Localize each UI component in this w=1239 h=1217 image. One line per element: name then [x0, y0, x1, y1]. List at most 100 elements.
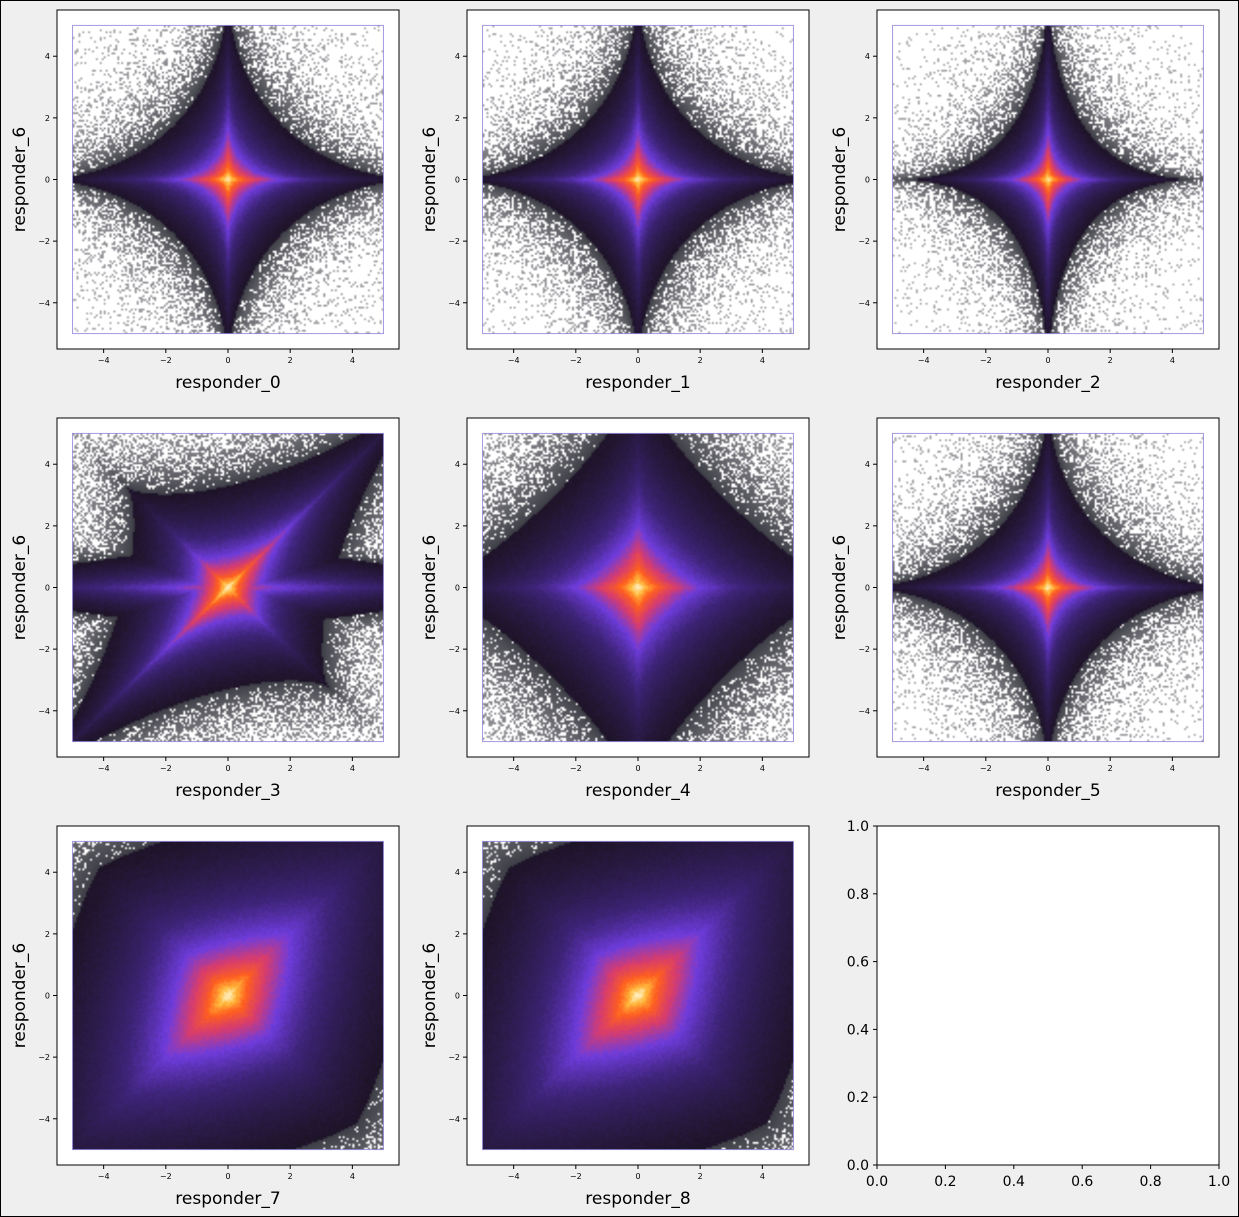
y-tick-label: 2: [45, 522, 50, 531]
density-scatter: [72, 841, 384, 1150]
x-tick-label: 2: [288, 1172, 293, 1181]
x-tick-label: −4: [508, 1172, 520, 1181]
x-tick-label: 0: [635, 1172, 640, 1181]
x-tick-label: 2: [698, 1172, 703, 1181]
clip-boundary: [72, 432, 384, 743]
axes-frame: [876, 825, 1220, 1166]
clip-boundary: [892, 432, 1204, 743]
density-scatter: [482, 25, 794, 334]
x-tick-label: −2: [160, 764, 172, 773]
subplot-8: −4 −2 0 2 4 −4 −2 0 2 4 responder_8 responder_6: [420, 825, 810, 1209]
x-tick-label: 0: [225, 764, 230, 773]
x-tick-label: −4: [918, 356, 930, 365]
subplot-6: −4 −2 0 2 4 −4 −2 0 2 4 responder_5 responder_6: [830, 417, 1220, 801]
y-tick-label: 4: [865, 460, 870, 469]
x-tick-label: 2: [1108, 356, 1113, 365]
y-tick-label: 1.0: [847, 819, 869, 835]
x-axis-label: responder_5: [995, 781, 1100, 801]
y-tick-label: 0: [45, 176, 50, 185]
x-tick-label: 2: [288, 764, 293, 773]
y-axis-label: responder_6: [830, 127, 850, 232]
density-scatter: [892, 25, 1204, 334]
y-axis-label: responder_6: [830, 535, 850, 640]
y-tick-label: 0.0: [847, 1158, 869, 1174]
x-tick-label: 2: [288, 356, 293, 365]
x-axis-label: responder_7: [175, 1189, 280, 1209]
x-tick-label: 4: [350, 1172, 355, 1181]
y-tick-label: 4: [455, 460, 460, 469]
y-tick-label: −2: [38, 645, 50, 654]
x-tick-label: −4: [98, 1172, 110, 1181]
x-tick-label: 4: [760, 356, 765, 365]
y-tick-label: 2: [865, 522, 870, 531]
y-tick-label: 2: [455, 522, 460, 531]
density-scatter: [72, 433, 384, 742]
y-tick-label: −4: [38, 299, 50, 308]
x-tick-label: 4: [1170, 356, 1175, 365]
y-tick-label: −2: [858, 645, 870, 654]
x-axis-label: responder_4: [585, 781, 690, 801]
subplot-1: −4 −2 0 2 4 −4 −2 0 2 4 responder_0 responder_6: [10, 9, 400, 393]
subplot-7: −4 −2 0 2 4 −4 −2 0 2 4 responder_7 responder_6: [10, 825, 400, 1209]
y-axis-label: responder_6: [10, 943, 30, 1048]
subplot-2: −4 −2 0 2 4 −4 −2 0 2 4 responder_1 responder_6: [420, 9, 810, 393]
x-axis-label: responder_1: [585, 373, 690, 393]
y-axis-label: responder_6: [10, 535, 30, 640]
density-scatter: [482, 433, 794, 742]
x-tick-label: 0: [1045, 356, 1050, 365]
clip-boundary: [482, 24, 794, 335]
x-tick-label: 0: [225, 356, 230, 365]
y-axis-label: responder_6: [420, 127, 440, 232]
y-tick-label: 0: [45, 584, 50, 593]
x-axis-label: responder_0: [175, 373, 280, 393]
x-tick-label: −2: [980, 764, 992, 773]
y-tick-label: −2: [858, 237, 870, 246]
y-tick-label: 4: [45, 868, 50, 877]
y-tick-label: −2: [38, 237, 50, 246]
y-tick-label: 0: [455, 176, 460, 185]
y-tick-label: 0.6: [847, 955, 869, 971]
subplot-9: 0.0 0.2 0.4 0.6 0.8 1.0 0.0 0.2 0.4 0.6 0.8 1.0: [847, 819, 1230, 1190]
x-tick-label: −2: [570, 764, 582, 773]
clip-boundary: [482, 840, 794, 1151]
subplot-3: −4 −2 0 2 4 −4 −2 0 2 4 responder_2 responder_6: [830, 9, 1220, 393]
y-tick-label: 0.4: [847, 1022, 869, 1038]
y-tick-label: 2: [455, 930, 460, 939]
y-tick-label: 4: [865, 52, 870, 61]
x-tick-label: −2: [160, 1172, 172, 1181]
y-tick-label: 0.8: [847, 887, 869, 903]
x-tick-label: 0.2: [934, 1174, 956, 1190]
x-tick-label: −4: [918, 764, 930, 773]
clip-boundary: [892, 24, 1204, 335]
y-tick-label: 4: [45, 460, 50, 469]
subplot-4: −4 −2 0 2 4 −4 −2 0 2 4 responder_3 responder_6: [10, 417, 400, 801]
y-tick-label: −4: [448, 299, 460, 308]
x-tick-label: 2: [1108, 764, 1113, 773]
density-scatter: [892, 433, 1204, 742]
y-tick-label: 0: [455, 992, 460, 1001]
y-tick-label: 4: [455, 52, 460, 61]
x-tick-label: −2: [570, 1172, 582, 1181]
x-tick-label: −2: [980, 356, 992, 365]
y-tick-label: 0: [865, 584, 870, 593]
y-tick-label: −4: [858, 299, 870, 308]
x-tick-label: −4: [98, 356, 110, 365]
clip-boundary: [482, 432, 794, 743]
x-tick-label: 1.0: [1208, 1174, 1230, 1190]
x-tick-label: 0: [635, 356, 640, 365]
clip-boundary: [72, 840, 384, 1151]
y-axis-label: responder_6: [10, 127, 30, 232]
y-tick-label: 2: [45, 930, 50, 939]
x-tick-label: 0: [225, 1172, 230, 1181]
x-tick-label: 0.6: [1071, 1174, 1093, 1190]
y-axis-label: responder_6: [420, 535, 440, 640]
y-tick-label: −4: [858, 707, 870, 716]
y-tick-label: 4: [45, 52, 50, 61]
y-tick-label: −2: [448, 237, 460, 246]
y-tick-label: −2: [448, 1053, 460, 1062]
density-scatter: [482, 841, 794, 1150]
x-tick-label: 4: [1170, 764, 1175, 773]
x-tick-label: 0.4: [1003, 1174, 1025, 1190]
x-tick-label: 2: [698, 764, 703, 773]
